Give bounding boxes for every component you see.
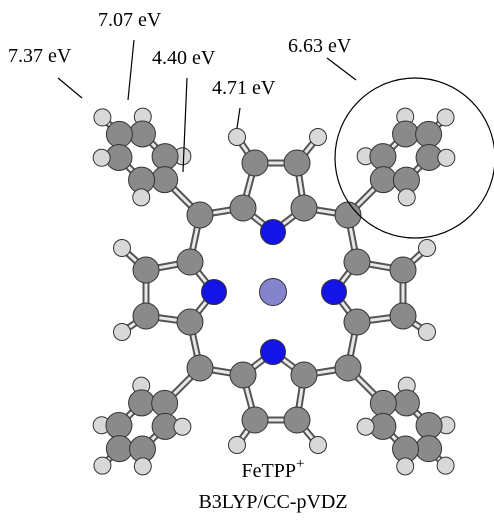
- atom-c: [344, 309, 370, 335]
- atom-c: [344, 249, 370, 275]
- atom-c: [129, 390, 155, 416]
- atom-n: [261, 340, 286, 365]
- atom-c: [335, 202, 361, 228]
- atom-h: [174, 418, 191, 435]
- atom-h: [94, 109, 111, 126]
- atom-c: [106, 436, 132, 462]
- atom-c: [177, 249, 203, 275]
- atom-c: [133, 303, 159, 329]
- atom-c: [187, 355, 213, 381]
- atom-c: [291, 195, 317, 221]
- atom-c: [390, 303, 416, 329]
- atom-c: [187, 202, 213, 228]
- leader-line: [237, 108, 240, 128]
- method-label: B3LYP/CC-pVDZ: [198, 491, 347, 513]
- atom-c: [291, 362, 317, 388]
- atom-c: [230, 195, 256, 221]
- energy-label: 7.37 eV: [8, 45, 72, 67]
- atom-h: [114, 240, 131, 257]
- atom-h: [229, 437, 246, 454]
- atom-n: [261, 220, 286, 245]
- atom-c: [133, 257, 159, 283]
- atom-c: [284, 150, 310, 176]
- energy-label: 4.40 eV: [152, 47, 216, 69]
- atom-c: [370, 167, 396, 193]
- atom-c: [370, 144, 396, 170]
- atom-c: [416, 436, 442, 462]
- atom-h: [310, 129, 327, 146]
- leader-line: [128, 40, 134, 100]
- atom-h: [437, 109, 454, 126]
- atom-c: [393, 390, 419, 416]
- atom-c: [370, 390, 396, 416]
- atom-h: [134, 458, 151, 475]
- atom-c: [416, 413, 442, 439]
- page: 7.37 eV 7.07 eV 4.40 eV 4.71 eV 6.63 eV …: [0, 0, 494, 522]
- atom-c: [230, 362, 256, 388]
- leader-line: [327, 58, 356, 80]
- molecule-charge: +: [296, 456, 304, 472]
- atom-h: [133, 189, 150, 206]
- atom-h: [397, 458, 414, 475]
- atom-c: [242, 150, 268, 176]
- atom-h: [229, 129, 246, 146]
- atom-c: [284, 407, 310, 433]
- atom-c: [152, 167, 178, 193]
- atom-c: [106, 413, 132, 439]
- molecule-name: FeTPP+: [242, 456, 305, 482]
- atom-n: [322, 280, 347, 305]
- atom-h: [419, 324, 436, 341]
- atom-h: [419, 240, 436, 257]
- atom-h: [114, 324, 131, 341]
- atom-c: [335, 355, 361, 381]
- atom-h: [357, 418, 374, 435]
- diagram: 7.37 eV 7.07 eV 4.40 eV 4.71 eV 6.63 eV …: [0, 0, 494, 522]
- atom-h: [94, 457, 111, 474]
- atom-c: [129, 121, 155, 147]
- atom-c: [390, 257, 416, 283]
- atom-h: [398, 189, 415, 206]
- leader-line: [58, 78, 82, 98]
- atom-c: [152, 144, 178, 170]
- atom-c: [177, 309, 203, 335]
- atom-c: [242, 407, 268, 433]
- molecule-formula: FeTPP: [242, 460, 296, 482]
- atom-c: [152, 390, 178, 416]
- atom-h: [438, 149, 455, 166]
- energy-label: 7.07 eV: [98, 9, 162, 31]
- atom-n: [202, 280, 227, 305]
- atom-fe: [260, 279, 287, 306]
- atom-h: [437, 457, 454, 474]
- energy-label: 4.71 eV: [212, 77, 276, 99]
- energy-label: 6.63 eV: [288, 35, 352, 57]
- atom-c: [416, 121, 442, 147]
- atom-c: [393, 121, 419, 147]
- atom-c: [106, 121, 132, 147]
- atom-h: [93, 149, 110, 166]
- atom-h: [310, 437, 327, 454]
